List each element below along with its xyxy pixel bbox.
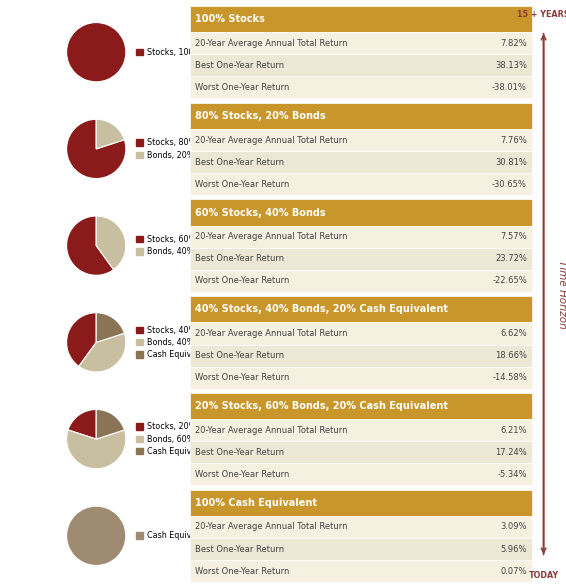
Bar <box>190 516 532 538</box>
Text: -14.58%: -14.58% <box>492 373 527 382</box>
Text: 3.09%: 3.09% <box>500 523 527 532</box>
Text: 80% Stocks, 20% Bonds: 80% Stocks, 20% Bonds <box>195 111 325 121</box>
Text: 7.57%: 7.57% <box>500 232 527 241</box>
Text: TODAY: TODAY <box>529 572 559 580</box>
Text: 100% Cash Equivalent: 100% Cash Equivalent <box>195 497 317 507</box>
Bar <box>190 226 532 248</box>
Wedge shape <box>96 119 125 149</box>
Text: 18.66%: 18.66% <box>495 351 527 360</box>
Bar <box>190 248 532 270</box>
Text: Best One-Year Return: Best One-Year Return <box>195 448 284 457</box>
Text: Worst One-Year Return: Worst One-Year Return <box>195 373 289 382</box>
Bar <box>190 6 532 32</box>
Text: 38.13%: 38.13% <box>495 61 527 70</box>
Bar <box>190 102 532 129</box>
Text: Time Horizon: Time Horizon <box>558 260 566 328</box>
Legend: Stocks, 20%, Bonds, 60%, Cash Equiv., 20%: Stocks, 20%, Bonds, 60%, Cash Equiv., 20… <box>135 422 217 457</box>
Text: 5.96%: 5.96% <box>500 544 527 553</box>
Text: Worst One-Year Return: Worst One-Year Return <box>195 470 289 479</box>
Text: -30.65%: -30.65% <box>492 180 527 189</box>
Wedge shape <box>67 22 126 82</box>
Bar <box>190 173 532 195</box>
Wedge shape <box>67 430 126 469</box>
Bar <box>190 345 532 366</box>
Text: Best One-Year Return: Best One-Year Return <box>195 158 284 166</box>
Text: 6.62%: 6.62% <box>500 329 527 338</box>
Text: Best One-Year Return: Best One-Year Return <box>195 544 284 553</box>
Bar <box>190 270 532 292</box>
Legend: Stocks, 100%: Stocks, 100% <box>135 47 201 58</box>
Bar <box>190 490 532 516</box>
Bar <box>190 54 532 76</box>
Legend: Stocks, 80%, Bonds, 20%: Stocks, 80%, Bonds, 20% <box>135 138 197 161</box>
Legend: Stocks, 60%, Bonds, 40%: Stocks, 60%, Bonds, 40% <box>135 234 197 257</box>
Text: 7.76%: 7.76% <box>500 136 527 145</box>
Text: 23.72%: 23.72% <box>495 255 527 263</box>
Text: 20-Year Average Annual Total Return: 20-Year Average Annual Total Return <box>195 232 348 241</box>
Text: 20% Stocks, 60% Bonds, 20% Cash Equivalent: 20% Stocks, 60% Bonds, 20% Cash Equivale… <box>195 401 448 411</box>
Bar <box>190 419 532 441</box>
Text: 17.24%: 17.24% <box>495 448 527 457</box>
Bar <box>190 560 532 582</box>
Text: Worst One-Year Return: Worst One-Year Return <box>195 180 289 189</box>
Wedge shape <box>96 313 125 342</box>
Text: Best One-Year Return: Best One-Year Return <box>195 351 284 360</box>
Text: 20-Year Average Annual Total Return: 20-Year Average Annual Total Return <box>195 426 348 435</box>
Text: 20-Year Average Annual Total Return: 20-Year Average Annual Total Return <box>195 39 348 48</box>
Text: 20-Year Average Annual Total Return: 20-Year Average Annual Total Return <box>195 523 348 532</box>
Legend: Stocks, 40%, Bonds, 40%, Cash Equiv., 20%: Stocks, 40%, Bonds, 40%, Cash Equiv., 20… <box>135 325 217 360</box>
Text: 6.21%: 6.21% <box>500 426 527 435</box>
Text: 15 + YEARS: 15 + YEARS <box>517 11 566 19</box>
Text: -5.34%: -5.34% <box>498 470 527 479</box>
Wedge shape <box>67 313 96 366</box>
Legend: Cash Equiv., 100%: Cash Equiv., 100% <box>135 530 221 541</box>
Bar <box>190 129 532 151</box>
Bar <box>190 322 532 345</box>
Text: 20-Year Average Annual Total Return: 20-Year Average Annual Total Return <box>195 136 348 145</box>
Text: 7.82%: 7.82% <box>500 39 527 48</box>
Text: 30.81%: 30.81% <box>495 158 527 166</box>
Bar <box>190 199 532 226</box>
Text: Worst One-Year Return: Worst One-Year Return <box>195 567 289 576</box>
Bar <box>190 32 532 54</box>
Text: -22.65%: -22.65% <box>492 276 527 285</box>
Text: 40% Stocks, 40% Bonds, 20% Cash Equivalent: 40% Stocks, 40% Bonds, 20% Cash Equivale… <box>195 304 448 314</box>
Wedge shape <box>67 119 126 179</box>
Wedge shape <box>68 409 96 439</box>
Text: Best One-Year Return: Best One-Year Return <box>195 255 284 263</box>
Text: 20-Year Average Annual Total Return: 20-Year Average Annual Total Return <box>195 329 348 338</box>
Text: 60% Stocks, 40% Bonds: 60% Stocks, 40% Bonds <box>195 208 325 218</box>
Text: Best One-Year Return: Best One-Year Return <box>195 61 284 70</box>
Wedge shape <box>96 409 125 439</box>
Bar <box>190 76 532 99</box>
Bar <box>190 296 532 322</box>
Bar <box>190 538 532 560</box>
Text: 100% Stocks: 100% Stocks <box>195 14 265 24</box>
Bar <box>190 441 532 463</box>
Text: 0.07%: 0.07% <box>500 567 527 576</box>
Bar <box>190 366 532 389</box>
Wedge shape <box>96 216 126 270</box>
Wedge shape <box>67 506 126 566</box>
Bar <box>190 151 532 173</box>
Text: Worst One-Year Return: Worst One-Year Return <box>195 276 289 285</box>
Text: -38.01%: -38.01% <box>492 83 527 92</box>
Bar <box>190 393 532 419</box>
Text: Worst One-Year Return: Worst One-Year Return <box>195 83 289 92</box>
Bar <box>190 463 532 486</box>
Wedge shape <box>79 333 126 372</box>
Wedge shape <box>67 216 114 275</box>
